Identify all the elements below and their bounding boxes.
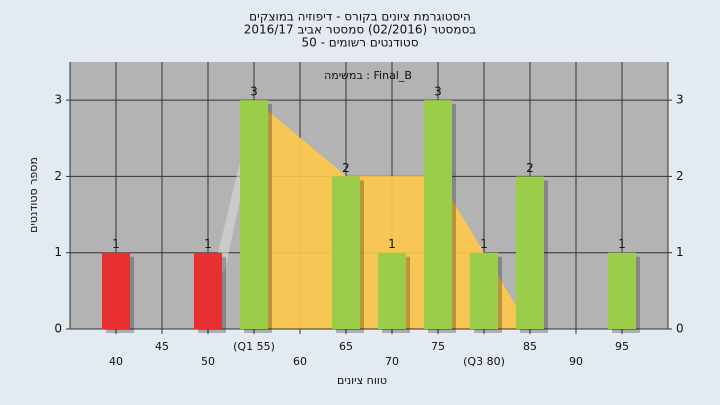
value-label: 1 bbox=[112, 237, 120, 251]
y2-tick-label: 0 bbox=[676, 322, 684, 336]
x-tick-label: (Q3 80) bbox=[463, 355, 505, 368]
x-tick-label: 40 bbox=[109, 355, 123, 368]
x-tick-label: 70 bbox=[385, 355, 399, 368]
distribution-area bbox=[255, 100, 530, 329]
y2-tick-label: 1 bbox=[676, 245, 684, 259]
bar bbox=[378, 252, 406, 329]
x-tick-label: 75 bbox=[431, 340, 445, 353]
x-tick-label: 65 bbox=[339, 340, 353, 353]
chart-title: היסטוגרמת ציונים בקורס - דיפוזיה במוצקים bbox=[249, 10, 471, 24]
y-tick-label: 2 bbox=[54, 169, 62, 183]
y2-tick-label: 2 bbox=[676, 169, 684, 183]
bar bbox=[240, 100, 268, 330]
x-tick-label: 50 bbox=[201, 355, 215, 368]
x-tick-label: 95 bbox=[615, 340, 629, 353]
y-tick-label: 1 bbox=[54, 245, 62, 259]
chart-title: בסמסטר (02/2016) סמסטר אביב 2016/17 bbox=[244, 23, 476, 37]
bar bbox=[424, 100, 452, 330]
bar bbox=[194, 252, 222, 329]
bar bbox=[332, 176, 360, 329]
annotation: במשימה : Final_B bbox=[324, 69, 412, 82]
bar bbox=[102, 252, 130, 329]
value-label: 1 bbox=[480, 237, 488, 251]
value-label: 2 bbox=[526, 161, 534, 175]
y-axis-label: מספר סטודנטים bbox=[27, 157, 40, 233]
value-label: 3 bbox=[250, 85, 258, 99]
value-label: 1 bbox=[618, 237, 626, 251]
y-tick-label: 0 bbox=[54, 322, 62, 336]
value-label: 1 bbox=[388, 237, 396, 251]
value-label: 1 bbox=[204, 237, 212, 251]
value-label: 3 bbox=[434, 85, 442, 99]
value-label: 2 bbox=[342, 161, 350, 175]
x-tick-label: (Q1 55) bbox=[233, 340, 275, 353]
x-axis-label: טווח ציונים bbox=[337, 374, 387, 387]
bar bbox=[608, 252, 636, 329]
y-tick-label: 3 bbox=[54, 93, 62, 107]
y2-tick-label: 3 bbox=[676, 93, 684, 107]
x-tick-label: 85 bbox=[523, 340, 537, 353]
bar bbox=[470, 252, 498, 329]
x-tick-label: 90 bbox=[569, 355, 583, 368]
chart-title: סטודנטים רשומים - 50 bbox=[301, 36, 418, 50]
x-tick-label: 60 bbox=[293, 355, 307, 368]
bar bbox=[516, 176, 544, 329]
x-tick-label: 45 bbox=[155, 340, 169, 353]
